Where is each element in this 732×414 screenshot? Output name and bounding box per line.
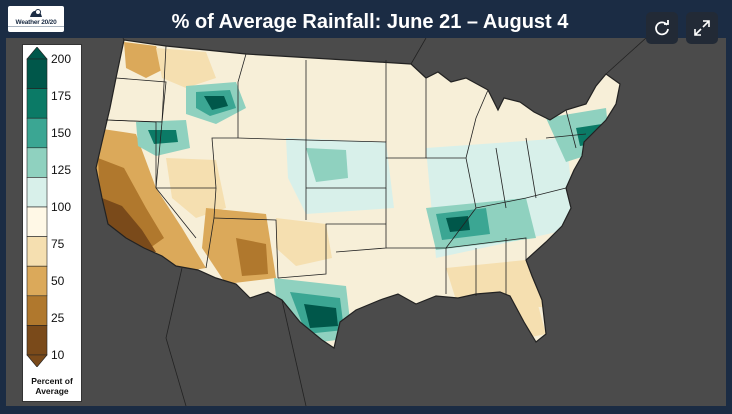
legend-swatch xyxy=(26,58,48,89)
legend: 200 175 150 125 100 75 50 25 10 Percent of Avera… xyxy=(22,44,82,402)
legend-tick-label: 125 xyxy=(51,163,72,177)
legend-arrow-bottom xyxy=(26,354,48,367)
legend-swatch xyxy=(26,325,48,356)
legend-swatch xyxy=(26,147,48,178)
legend-tick-label: 25 xyxy=(51,311,65,325)
legend-caption-line1: Percent of xyxy=(31,376,73,386)
logo: Weather 20/20 xyxy=(8,6,64,32)
legend-swatch xyxy=(26,88,48,119)
international-borders xyxy=(122,38,647,406)
legend-swatch xyxy=(26,206,48,237)
legend-tick-label: 200 xyxy=(51,52,72,66)
legend-tick-label: 50 xyxy=(51,274,65,288)
legend-swatch xyxy=(26,295,48,326)
legend-tick-label: 175 xyxy=(51,89,72,103)
map-area xyxy=(6,38,726,406)
logo-underline xyxy=(8,26,64,27)
legend-swatch xyxy=(26,177,48,208)
legend-tick-label: 75 xyxy=(51,237,65,251)
us-rainfall-map xyxy=(95,38,647,406)
legend-swatch xyxy=(26,265,48,297)
state-borders xyxy=(95,39,621,349)
map-title: % of Average Rainfall: June 21 – August … xyxy=(171,11,569,33)
refresh-button[interactable] xyxy=(646,12,678,44)
expand-button[interactable] xyxy=(686,12,718,44)
legend-caption-line2: Average xyxy=(35,386,69,396)
legend-tick-label: 150 xyxy=(51,126,72,140)
legend-tick-label: 100 xyxy=(51,200,72,214)
legend-colorbar xyxy=(26,47,48,367)
legend-swatch xyxy=(26,117,48,149)
weather2020-logo-icon xyxy=(30,9,42,17)
refresh-icon xyxy=(655,20,669,36)
logo-text: Weather 20/20 xyxy=(15,19,57,26)
expand-icon xyxy=(694,20,710,36)
legend-arrow-top xyxy=(26,47,48,60)
legend-swatch xyxy=(26,236,48,267)
legend-tick-label: 10 xyxy=(51,348,65,362)
